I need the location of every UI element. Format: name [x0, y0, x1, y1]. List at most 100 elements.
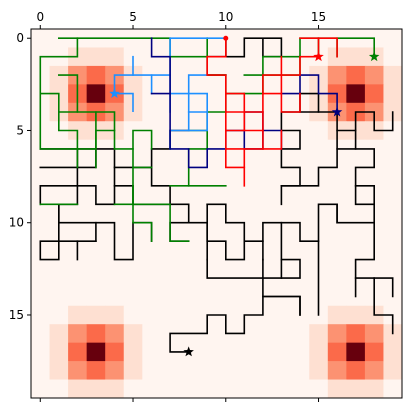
heatmap-cell — [383, 342, 402, 362]
path-segment — [206, 203, 246, 242]
heatmap-cell — [123, 287, 143, 307]
path-segment — [206, 37, 227, 58]
heatmap-cell — [142, 379, 162, 398]
heatmap-cell — [160, 250, 180, 270]
heatmap-cell — [123, 102, 143, 122]
star-marker — [331, 106, 343, 117]
heatmap-cell — [86, 361, 106, 380]
x-tick-label: 10 — [218, 10, 233, 24]
heatmap-cell — [197, 342, 217, 362]
dot-marker — [223, 35, 229, 41]
heatmap-cell — [86, 65, 106, 85]
heatmap-cell — [327, 287, 347, 307]
heatmap-cell — [364, 324, 384, 344]
heatmap-cell — [327, 361, 347, 380]
heatmap-cell — [346, 65, 366, 85]
heatmap-cell — [142, 287, 162, 307]
heatmap-cell — [123, 379, 143, 398]
heatmap-cell — [86, 250, 106, 270]
heatmap-cell — [31, 324, 50, 344]
heatmap-cell — [216, 287, 236, 307]
star-marker — [109, 88, 120, 98]
path-segment — [373, 277, 394, 298]
heatmap-cell — [123, 324, 143, 344]
heatmap-cell — [309, 121, 329, 141]
heatmap-cell — [68, 305, 88, 325]
heatmap-cell — [327, 324, 347, 344]
heatmap-cell — [105, 379, 125, 398]
heatmap-cell — [253, 361, 273, 380]
heatmap-cell — [160, 361, 180, 380]
y-tick-label: 0 — [16, 31, 24, 45]
heatmap-cell — [364, 84, 384, 104]
heatmap-cell — [383, 158, 402, 177]
heatmap-cell — [383, 250, 402, 270]
heatmap-cell — [309, 342, 329, 362]
heatmap-cell — [68, 342, 88, 362]
path-segment — [187, 111, 208, 132]
heatmap — [31, 29, 402, 398]
heatmap-cell — [49, 379, 69, 398]
heatmap-cell — [105, 287, 125, 307]
heatmap-cell — [179, 379, 199, 398]
heatmap-cell — [235, 361, 254, 380]
heatmap-cell — [105, 268, 125, 288]
star-marker — [368, 51, 380, 62]
heatmap-cell — [309, 139, 329, 159]
heatmap-cell — [142, 342, 162, 362]
heatmap-cell — [346, 84, 366, 104]
heatmap-cell — [142, 102, 162, 122]
path-segment — [354, 221, 394, 335]
y-tick-label: 10 — [9, 216, 24, 230]
heatmap-cell — [327, 250, 347, 270]
heatmap-cell — [383, 195, 402, 214]
path-segment — [280, 129, 357, 206]
path-segment — [113, 92, 134, 112]
markers — [109, 35, 380, 357]
heatmap-cell — [216, 342, 236, 362]
heatmap-cell — [179, 287, 199, 307]
heatmap-cell — [179, 250, 199, 270]
heatmap-cell — [327, 231, 347, 251]
heatmap-cell — [327, 176, 347, 196]
heatmap-cell — [86, 342, 106, 362]
heatmap-cell — [383, 65, 402, 85]
heatmap-cell — [346, 47, 366, 67]
path-segment — [225, 37, 283, 58]
heatmap-cell — [383, 139, 402, 159]
heatmap-cell — [160, 305, 180, 325]
heatmap-cell — [364, 379, 384, 398]
heatmap-cell — [290, 342, 310, 362]
y-tick-label: 5 — [16, 123, 24, 137]
heatmap-cell — [49, 342, 69, 362]
x-tick-label: 15 — [311, 10, 326, 24]
heatmap-cell — [31, 342, 50, 362]
path-segment — [354, 148, 376, 187]
heatmap-cell — [327, 65, 347, 85]
heatmap-cell — [49, 268, 69, 288]
heatmap-cell — [86, 268, 106, 288]
heatmap-cell — [68, 379, 88, 398]
heatmap-cell — [86, 379, 106, 398]
heatmap-cell — [327, 268, 347, 288]
heatmap-cell — [86, 84, 106, 104]
path-segment — [150, 37, 227, 169]
heatmap-cell — [253, 195, 273, 214]
heatmap-cell — [160, 158, 180, 177]
heatmap-cell — [123, 305, 143, 325]
heatmap-cell — [216, 361, 236, 380]
heatmap-cell — [290, 379, 310, 398]
path-segment — [113, 74, 208, 150]
heatmap-cell — [290, 361, 310, 380]
path-segment — [206, 55, 246, 113]
path-segment — [95, 111, 116, 132]
heatmap-cell — [49, 287, 69, 307]
heatmap-cell — [235, 379, 254, 398]
star-marker — [313, 51, 324, 62]
plot-frame — [30, 28, 403, 399]
path-segment — [187, 221, 301, 316]
heatmap-cell — [31, 305, 50, 325]
heatmap-cell — [160, 379, 180, 398]
heatmap-cell — [216, 379, 236, 398]
